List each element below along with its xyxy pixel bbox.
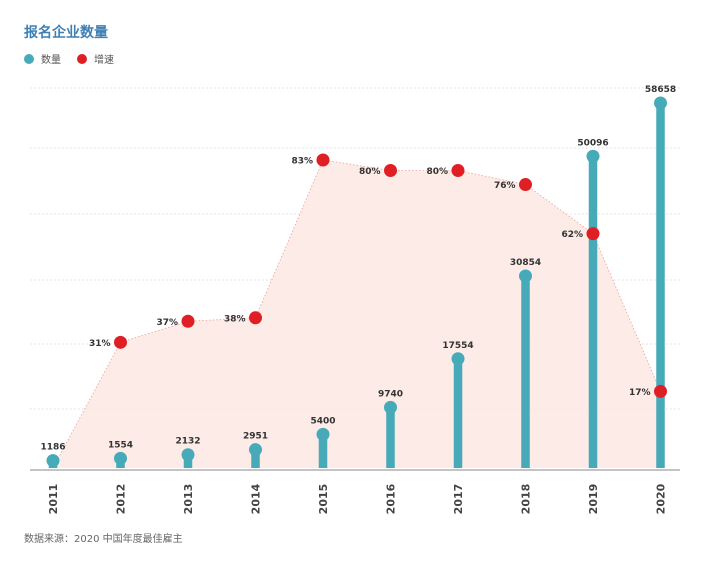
bar-cap-2015 [316, 427, 330, 441]
x-tick-2012: 2012 [115, 484, 128, 515]
growth-area [53, 160, 661, 468]
legend-count-swatch [24, 53, 34, 64]
growth-point-2020 [654, 384, 667, 398]
growth-label-2019: 62% [561, 230, 583, 240]
bar-cap-2019 [586, 149, 600, 163]
growth-point-2017 [451, 164, 465, 178]
x-tick-2017: 2017 [452, 484, 465, 515]
bar-value-label-2012: 1554 [108, 440, 133, 450]
legend-growth-swatch [77, 53, 87, 64]
growth-label-2020: 17% [629, 388, 651, 398]
bar-cap-2020 [654, 96, 667, 110]
growth-point-2016 [384, 164, 397, 178]
growth-label-2013: 37% [156, 318, 178, 328]
bar-value-label-2019: 50096 [577, 138, 608, 148]
bar-cap-2011 [46, 454, 60, 468]
bar-value-label-2015: 5400 [310, 416, 335, 426]
growth-label-2017: 80% [426, 167, 448, 177]
growth-label-2014: 38% [224, 314, 246, 324]
x-tick-2014: 2014 [250, 483, 263, 514]
legend: 数量 增速 [24, 51, 130, 66]
x-tick-2020: 2020 [655, 483, 668, 514]
growth-label-2016: 80% [359, 167, 381, 177]
legend-item-growth: 增速 [77, 51, 114, 66]
bar-cap-2012 [114, 451, 127, 465]
bar-value-label-2018: 30854 [510, 258, 541, 268]
x-tick-2011: 2011 [47, 484, 60, 515]
growth-point-2019 [586, 227, 600, 241]
bar-cap-2013 [181, 448, 195, 462]
growth-point-2012 [114, 335, 127, 349]
x-tick-2015: 2015 [317, 484, 330, 515]
growth-label-2018: 76% [494, 181, 516, 191]
growth-point-2014 [249, 311, 262, 325]
growth-point-2018 [519, 178, 532, 192]
growth-point-2015 [316, 153, 330, 167]
bar-value-label-2020: 58658 [645, 85, 676, 95]
source-note: 数据来源：2020 中国年度最佳雇主 [24, 534, 183, 545]
x-tick-2018: 2018 [520, 484, 533, 515]
bar-cap-2014 [249, 443, 262, 457]
bar-value-label-2013: 2132 [175, 437, 200, 447]
chart-title: 报名企业数量 [24, 25, 108, 41]
growth-point-2013 [181, 314, 195, 328]
x-tick-2013: 2013 [182, 484, 195, 515]
legend-growth-label: 增速 [94, 55, 114, 66]
bar-value-label-2014: 2951 [243, 432, 268, 442]
bar-value-label-2011: 1186 [40, 443, 65, 453]
growth-label-2012: 31% [89, 339, 111, 349]
x-tick-2016: 2016 [385, 483, 398, 514]
bar-value-label-2016: 9740 [378, 389, 403, 399]
bar-value-label-2017: 17554 [442, 341, 473, 351]
legend-item-count: 数量 [24, 51, 61, 66]
bar-cap-2017 [451, 352, 465, 366]
growth-label-2015: 83% [291, 157, 313, 167]
x-tick-2019: 2019 [587, 484, 600, 515]
legend-count-label: 数量 [41, 55, 61, 66]
bar-cap-2018 [519, 269, 532, 283]
growth-line [52, 159, 661, 469]
bar-cap-2016 [384, 400, 397, 414]
